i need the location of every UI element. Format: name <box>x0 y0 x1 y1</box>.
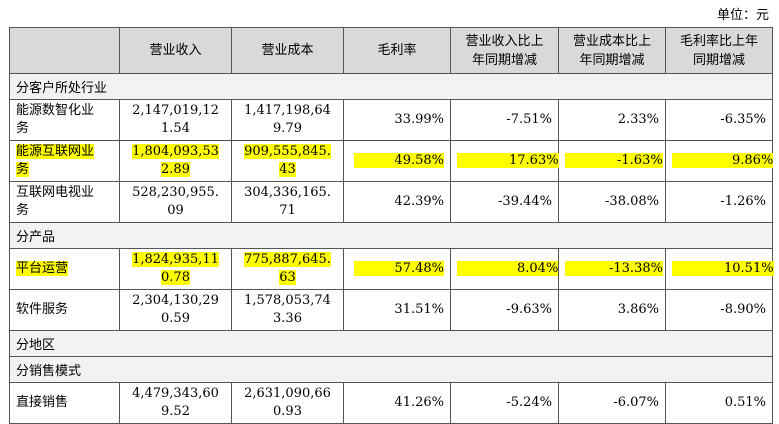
header-revenue-change: 营业收入比上 年同期增减 <box>450 27 559 74</box>
revenue-table: 营业收入 营业成本 毛利率 营业收入比上 年同期增减 营业成本比上 年同期增减 毛利… <box>9 27 774 424</box>
section-product: 分产品 <box>9 222 773 249</box>
row-name: 软件服务 <box>9 289 120 331</box>
header-gross-margin: 毛利率 <box>343 27 451 74</box>
row-name: 互联网电视业务 <box>9 181 120 223</box>
cost-change-cell: -1.63% <box>558 140 666 182</box>
header-cost: 营业成本 <box>231 27 344 74</box>
cost-cell: 1,578,053,74 3.36 <box>231 289 344 331</box>
revenue-cell: 2,147,019,12 1.54 <box>119 99 232 141</box>
cost-cell: 909,555,845. 43 <box>231 140 344 182</box>
table-row: 平台运营 1,824,935,11 0.78 775,887,645. 63 57.… <box>9 248 774 290</box>
cost-cell: 304,336,165. 71 <box>231 181 344 223</box>
cost-change-cell: -13.38% <box>558 248 666 290</box>
header-cost-change: 营业成本比上 年同期增减 <box>558 27 666 74</box>
revenue-cell: 4,479,343,60 9.52 <box>119 382 232 424</box>
section-row: 分产品 <box>9 222 773 249</box>
revenue-change-cell: -9.63% <box>450 289 559 331</box>
header-revenue: 营业收入 <box>119 27 232 74</box>
table-row: 互联网电视业务 528,230,955. 09 304,336,165. 71 42… <box>9 181 773 223</box>
header-row: 营业收入 营业成本 毛利率 营业收入比上 年同期增减 营业成本比上 年同期增减 毛利… <box>9 27 773 74</box>
section-row: 分客户所处行业 <box>9 73 773 100</box>
section-region: 分地区 <box>9 330 773 357</box>
unit-label: 单位：元 <box>716 8 769 23</box>
revenue-change-cell: -7.51% <box>450 99 559 141</box>
margin-cell: 42.39% <box>343 181 451 223</box>
revenue-cell: 1,804,093,53 2.89 <box>119 140 232 182</box>
margin-cell: 33.99% <box>343 99 451 141</box>
revenue-cell: 1,824,935,11 0.78 <box>119 248 232 290</box>
table-row: 直接销售 4,479,343,60 9.52 2,631,090,66 0.93 4… <box>9 382 773 424</box>
section-row: 分地区 <box>9 330 773 357</box>
row-name: 能源互联网业务 <box>9 140 120 182</box>
header-margin-change: 毛利率比上年 同期增减 <box>665 27 773 74</box>
margin-change-cell: 0.51% <box>665 382 773 424</box>
margin-cell: 31.51% <box>343 289 451 331</box>
margin-change-cell: -1.26% <box>665 181 773 223</box>
cost-change-cell: 3.86% <box>558 289 666 331</box>
cost-cell: 2,631,090,66 0.93 <box>231 382 344 424</box>
margin-cell: 57.48% <box>343 248 451 290</box>
table-row: 能源数智化业务 2,147,019,12 1.54 1,417,198,64 9.7… <box>9 99 773 141</box>
row-name: 能源数智化业务 <box>9 99 120 141</box>
section-sales-model: 分销售模式 <box>9 356 773 383</box>
revenue-change-cell: -39.44% <box>450 181 559 223</box>
revenue-change-cell: 17.63% <box>450 140 559 182</box>
cost-change-cell: -6.07% <box>558 382 666 424</box>
row-name: 直接销售 <box>9 382 120 424</box>
cost-change-cell: 2.33% <box>558 99 666 141</box>
margin-cell: 49.58% <box>343 140 451 182</box>
row-name: 平台运营 <box>9 248 120 290</box>
section-row: 分销售模式 <box>9 356 773 383</box>
revenue-cell: 2,304,130,29 0.59 <box>119 289 232 331</box>
table-row: 能源互联网业务 1,804,093,53 2.89 909,555,845. 43 … <box>9 140 774 182</box>
margin-change-cell: -6.35% <box>665 99 773 141</box>
revenue-change-cell: -5.24% <box>450 382 559 424</box>
margin-change-cell: 10.51% <box>665 248 774 290</box>
margin-cell: 41.26% <box>343 382 451 424</box>
cost-change-cell: -38.08% <box>558 181 666 223</box>
margin-change-cell: -8.90% <box>665 289 773 331</box>
cost-cell: 1,417,198,64 9.79 <box>231 99 344 141</box>
cost-cell: 775,887,645. 63 <box>231 248 344 290</box>
table-row: 软件服务 2,304,130,29 0.59 1,578,053,74 3.36 3… <box>9 289 773 331</box>
margin-change-cell: 9.86% <box>665 140 774 182</box>
section-industry: 分客户所处行业 <box>9 73 773 100</box>
header-blank <box>9 27 120 74</box>
revenue-change-cell: 8.04% <box>450 248 559 290</box>
revenue-cell: 528,230,955. 09 <box>119 181 232 223</box>
